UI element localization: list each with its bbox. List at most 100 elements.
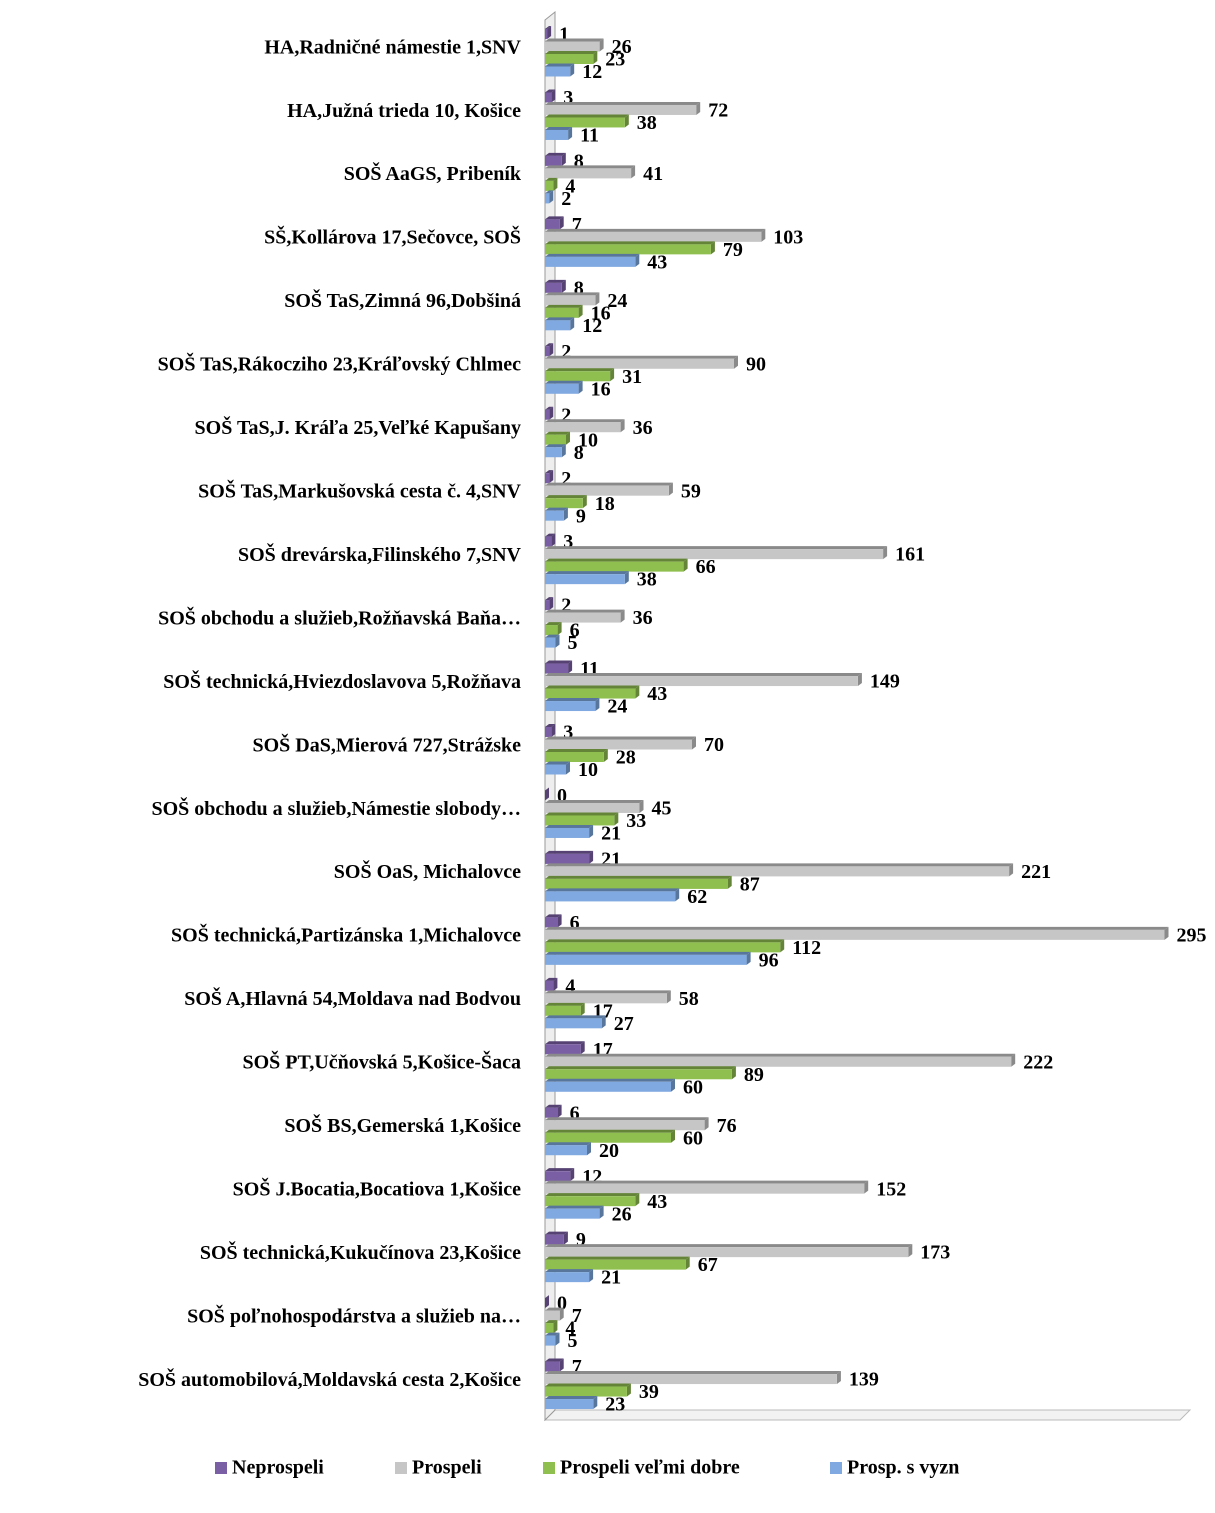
data-label: 5: [568, 1330, 578, 1352]
bar-face: [545, 561, 684, 572]
bar: [545, 977, 558, 991]
bar: [545, 609, 625, 623]
bar-face: [545, 1053, 1016, 1057]
bar-face: [545, 422, 621, 433]
data-label: 31: [622, 366, 642, 388]
data-label: 149: [870, 671, 900, 693]
data-label: 112: [792, 937, 821, 959]
bar-face: [545, 193, 550, 204]
bar: [545, 1041, 585, 1055]
bar: [545, 1142, 591, 1156]
data-label: 21: [601, 823, 621, 845]
bar-face: [561, 152, 566, 166]
data-label: 4: [565, 975, 575, 997]
data-label: 8: [574, 277, 584, 299]
bar-face: [551, 533, 556, 547]
bar-face: [545, 1132, 671, 1143]
data-label: 0: [557, 1293, 567, 1315]
bar-face: [545, 977, 558, 981]
bar-face: [587, 1142, 591, 1156]
bar-face: [545, 637, 556, 648]
bar-face: [555, 1332, 560, 1346]
bar-face: [545, 1295, 549, 1309]
bar-face: [545, 597, 554, 601]
bar-face: [545, 444, 566, 448]
bar-face: [545, 1256, 690, 1260]
data-label: 39: [639, 1381, 659, 1403]
bar-face: [553, 977, 558, 991]
bar: [545, 51, 598, 64]
bar-face: [545, 129, 569, 140]
data-label: 72: [708, 100, 728, 122]
bar-face: [545, 152, 566, 156]
bar: [545, 533, 556, 547]
bar-face: [545, 612, 621, 623]
bar-face: [545, 980, 554, 991]
bar-face: [545, 917, 558, 928]
bar-face: [545, 1205, 604, 1209]
data-label: 8: [574, 442, 584, 464]
data-label: 2: [561, 404, 571, 426]
bar-face: [1009, 863, 1014, 877]
data-label: 0: [557, 785, 567, 807]
bar-face: [557, 914, 562, 928]
bar: [545, 292, 600, 306]
bar-face: [545, 66, 571, 77]
data-label: 12: [582, 315, 602, 337]
bar: [545, 1231, 568, 1245]
bar-face: [549, 470, 554, 484]
bar: [545, 177, 558, 191]
bar-face: [551, 89, 556, 103]
bar-face: [599, 38, 604, 52]
data-label: 2: [561, 341, 571, 363]
bar-face: [666, 990, 671, 1004]
bar-face: [545, 1234, 564, 1245]
bar-face: [545, 282, 562, 293]
bar: [545, 304, 583, 318]
bar-face: [545, 38, 604, 42]
bar-face: [545, 431, 570, 435]
bar-face: [857, 673, 862, 687]
bar-face: [836, 1371, 841, 1385]
bar-face: [545, 295, 596, 306]
bar-face: [561, 279, 566, 293]
bar-face: [545, 1145, 587, 1156]
bar-face: [545, 279, 566, 283]
bar-face: [704, 1117, 709, 1131]
bar-face: [545, 1371, 841, 1375]
bar-face: [545, 304, 583, 308]
bar-face: [692, 736, 696, 750]
bar-face: [570, 1168, 575, 1182]
category-label: SOŠ TaS,J. Kráľa 25,Veľké Kapušany: [195, 415, 521, 439]
bar-face: [620, 609, 625, 623]
bar-face: [589, 850, 594, 864]
bar-face: [545, 685, 640, 689]
bar: [545, 1383, 631, 1397]
data-label: 295: [1177, 924, 1207, 946]
data-label: 173: [920, 1242, 950, 1264]
bar-face: [671, 1129, 675, 1143]
bar-face: [545, 1002, 585, 1006]
bar-face: [549, 343, 554, 357]
data-label: 96: [759, 949, 779, 971]
bar-face: [561, 444, 566, 458]
bar-face: [545, 473, 550, 484]
bar-face: [545, 942, 781, 953]
category-label: SOŠ obchodu a služieb,Námestie slobody…: [151, 796, 521, 820]
bar-face: [545, 216, 564, 220]
bar-face: [545, 1129, 675, 1133]
bar-face: [545, 850, 594, 854]
bar-face: [545, 951, 751, 955]
bar-face: [545, 812, 619, 816]
bar: [545, 660, 573, 674]
category-label: SOŠ BS,Gemerská 1,Košice: [284, 1113, 521, 1137]
bar-face: [545, 1335, 556, 1346]
bar-face: [545, 1193, 640, 1197]
category-label: SOŠ DaS,Mierová 727,Strážske: [252, 732, 521, 756]
category-label: SOŠ obchodu a služieb,Rožňavská Baňa…: [158, 605, 521, 629]
data-label: 7: [572, 214, 582, 236]
data-label: 28: [616, 747, 636, 769]
bar-face: [545, 447, 562, 458]
bar: [545, 736, 696, 750]
bar: [545, 89, 556, 103]
